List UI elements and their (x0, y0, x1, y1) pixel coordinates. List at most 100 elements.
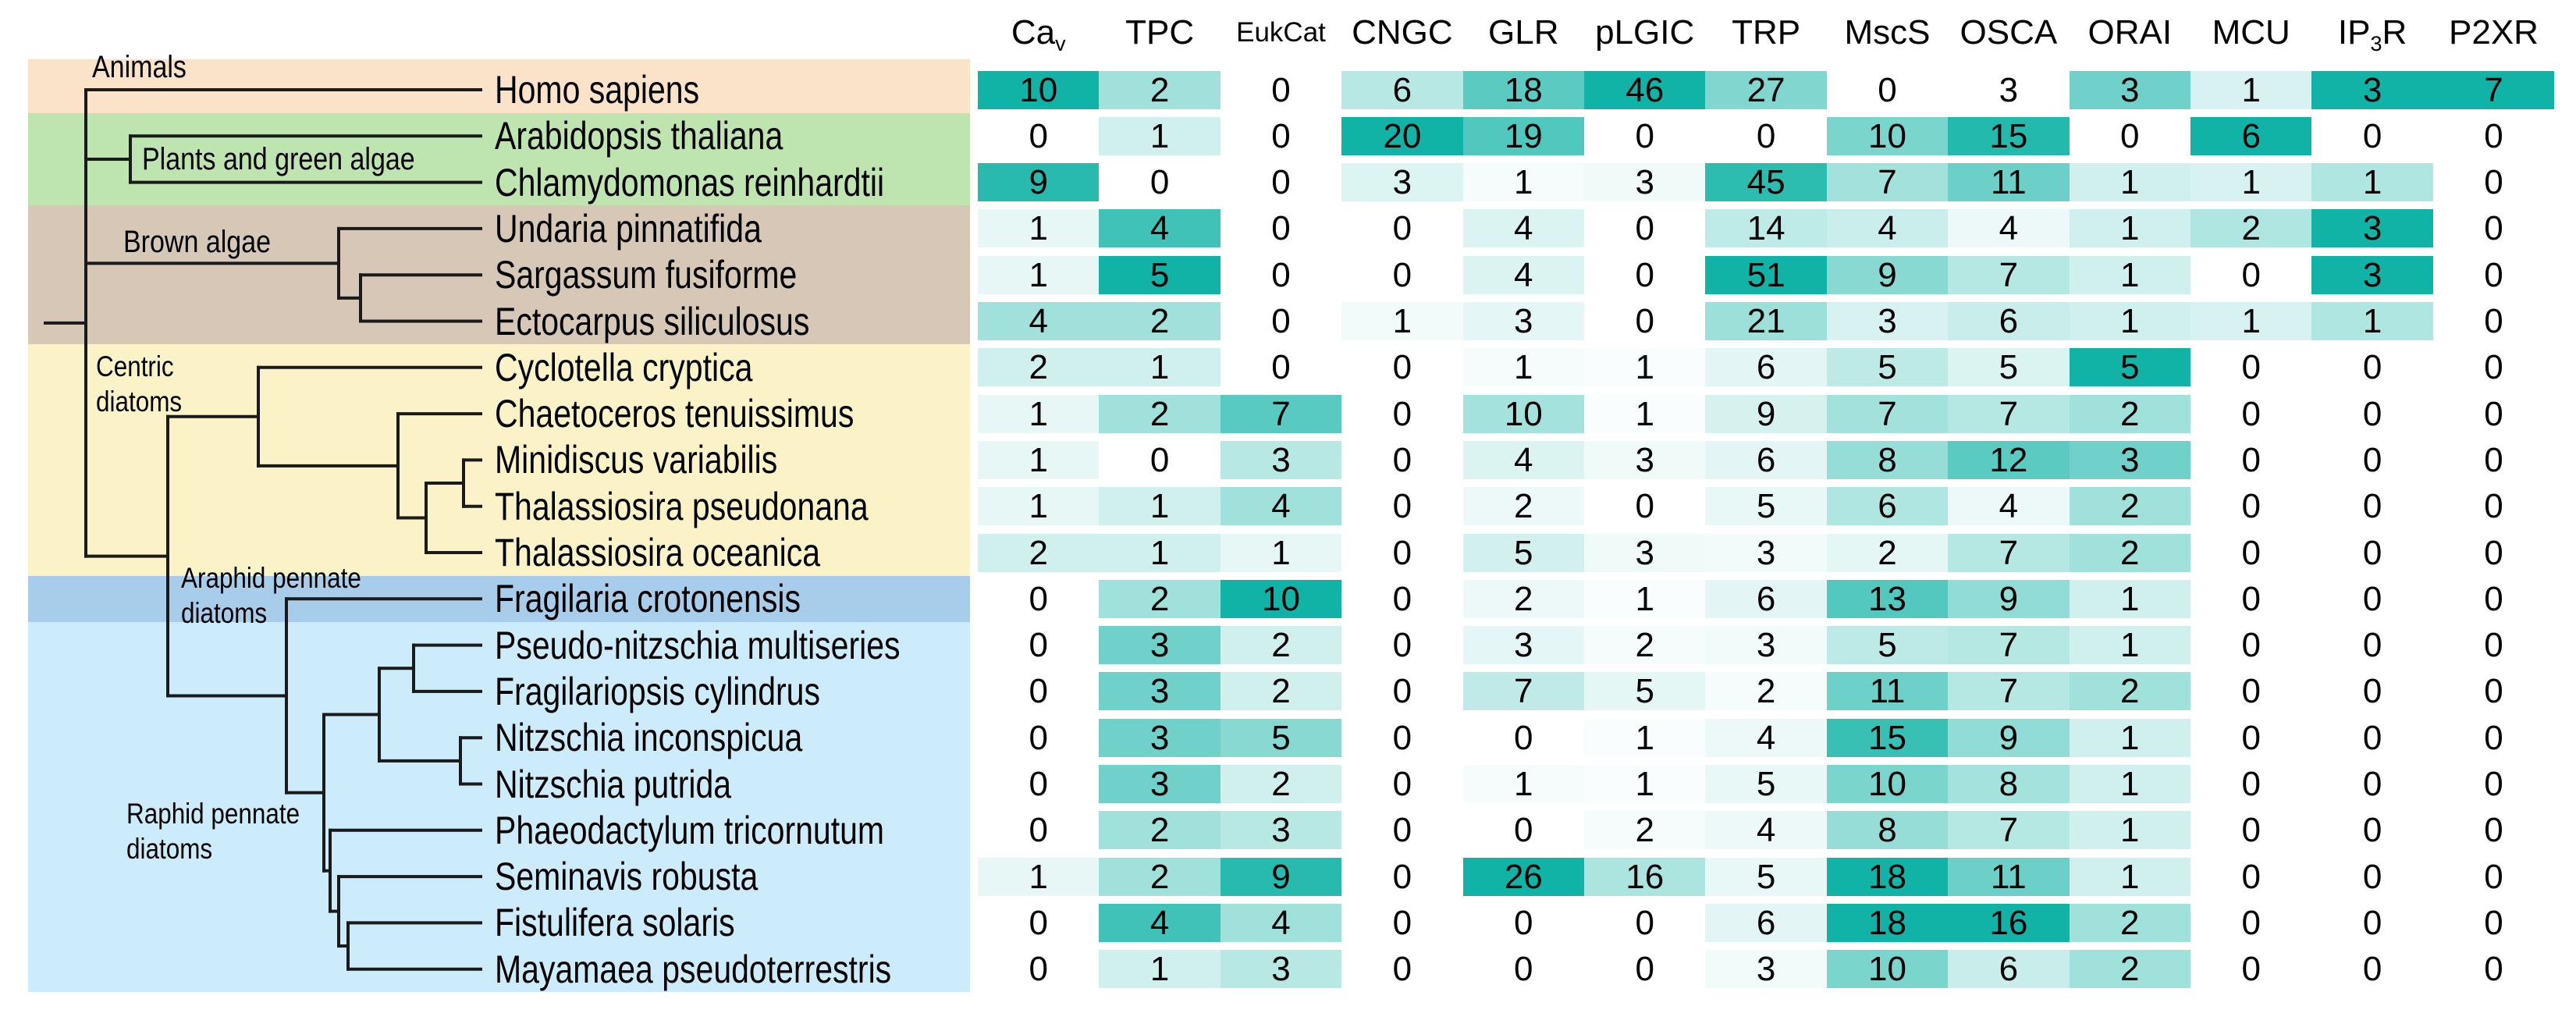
heatmap-cell: 0 (1271, 302, 1291, 340)
heatmap-cell: 6 (1705, 440, 1827, 479)
heatmap-cell: 0 (2484, 579, 2503, 618)
species-label: Thalassiosira pseudonana (495, 484, 869, 528)
heatmap-cell: 1 (978, 255, 1100, 294)
heatmap-cell: 3 (1341, 163, 1463, 202)
heatmap-cell: 0 (2120, 116, 2140, 155)
heatmap-cell: 0 (1392, 533, 1412, 572)
heatmap-cell: 0 (2484, 811, 2503, 850)
heatmap-cell: 1 (978, 440, 1100, 479)
heatmap-cell: 2 (978, 533, 1100, 572)
heatmap-cell: 0 (2484, 302, 2503, 340)
heatmap-cell: 1 (2069, 765, 2190, 803)
heatmap-cell: 2 (1220, 765, 1342, 803)
heatmap-cell: 3 (1826, 302, 1949, 340)
group-label-line: Animals (92, 50, 187, 84)
heatmap-cell: 1 (2069, 718, 2190, 757)
heatmap-cell: 5 (1705, 487, 1827, 526)
heatmap-cell: 0 (1514, 718, 1533, 757)
heatmap-cell: 2 (1099, 70, 1220, 109)
heatmap-cell: 1 (2190, 70, 2312, 109)
heatmap-cell: 0 (2241, 672, 2261, 711)
heatmap-cell: 1 (978, 487, 1100, 526)
heatmap-cell: 0 (1029, 718, 1048, 757)
heatmap-cell: 0 (2362, 487, 2382, 526)
heatmap-cell: 1 (2069, 811, 2190, 850)
heatmap-cell: 4 (1462, 209, 1584, 248)
heatmap-cell: 4 (1220, 903, 1342, 942)
heatmap-cell: 3 (1220, 950, 1342, 989)
heatmap-cell: 5 (1705, 857, 1827, 896)
heatmap-cell: 5 (1220, 718, 1342, 757)
species-label: Fragilaria crotonensis (495, 577, 801, 621)
species-label: Thalassiosira oceanica (495, 531, 821, 574)
heatmap-cell: 3 (2069, 440, 2190, 479)
heatmap-cell: 3 (2311, 209, 2433, 248)
column-header-MscS: MscS (1844, 13, 1931, 52)
heatmap-cell: 0 (2241, 440, 2261, 479)
heatmap-cell: 0 (1271, 348, 1291, 387)
heatmap-cell: 0 (2362, 903, 2382, 942)
heatmap-cell: 0 (1029, 903, 1048, 942)
heatmap-cell: 0 (2362, 672, 2382, 711)
heatmap-cell: 0 (2241, 765, 2261, 803)
species-label: Ectocarpus siliculosus (495, 299, 810, 343)
heatmap-cell: 0 (1635, 302, 1654, 340)
heatmap-cell: 10 (1220, 579, 1342, 618)
heatmap-cell: 14 (1705, 209, 1827, 248)
heatmap-cell: 0 (2484, 672, 2503, 711)
heatmap-cell: 0 (2362, 950, 2382, 989)
heatmap-cell: 0 (2241, 857, 2261, 896)
heatmap-cell: 5 (1462, 533, 1584, 572)
heatmap-cell: 0 (1635, 903, 1654, 942)
heatmap-cell: 8 (1826, 811, 1949, 850)
heatmap-cell: 27 (1705, 70, 1827, 109)
heatmap-cell: 18 (1462, 70, 1584, 109)
heatmap-cell: 0 (2241, 394, 2261, 433)
heatmap-cell: 0 (1635, 255, 1654, 294)
heatmap-cell: 2 (1220, 626, 1342, 665)
heatmap-cell: 0 (1271, 209, 1291, 248)
heatmap-cell: 5 (1826, 348, 1949, 387)
heatmap-cell: 18 (1826, 903, 1949, 942)
group-band-2 (28, 205, 970, 345)
heatmap-cell: 0 (2484, 209, 2503, 248)
heatmap-cell: 2 (1099, 579, 1220, 618)
header-subscript: v (1055, 32, 1066, 55)
heatmap-cell: 21 (1705, 302, 1827, 340)
heatmap-cell: 10 (978, 70, 1100, 109)
heatmap-cell: 0 (2484, 348, 2503, 387)
heatmap-cell: 0 (1271, 255, 1291, 294)
heatmap-cell: 4 (1462, 440, 1584, 479)
heatmap-cell: 2 (1462, 487, 1584, 526)
heatmap-cell: 7 (1826, 163, 1949, 202)
heatmap-cell: 1 (1099, 348, 1220, 387)
heatmap-cell: 0 (2484, 950, 2503, 989)
species-label: Phaeodactylum tricornutum (495, 808, 885, 852)
column-header-Cav: Cav (1011, 13, 1066, 55)
heatmap-cell: 0 (2362, 440, 2382, 479)
species-label: Fistulifera solaris (495, 901, 735, 945)
phylogenetic-tree (44, 88, 482, 971)
group-label-line: diatoms (126, 833, 213, 865)
group-band-4 (28, 575, 970, 622)
heatmap-cell: 0 (2362, 626, 2382, 665)
group-band-5 (28, 621, 970, 993)
heatmap-cell: 1 (1584, 719, 1705, 757)
heatmap-cell: 1 (1584, 348, 1705, 386)
heatmap-cell: 0 (2484, 394, 2503, 433)
heatmap-cell: 0 (1514, 811, 1533, 850)
species-label: Cyclotella cryptica (495, 345, 753, 389)
heatmap-cell: 26 (1462, 857, 1584, 896)
heatmap-cell: 45 (1705, 163, 1827, 202)
heatmap-cell: 6 (1705, 348, 1827, 387)
heatmap-cell: 0 (2362, 765, 2382, 803)
heatmap-cell: 2 (1099, 394, 1220, 433)
heatmap-cell: 7 (1948, 533, 2070, 572)
heatmap-cell: 0 (1392, 255, 1412, 294)
heatmap-cell: 0 (2484, 718, 2503, 757)
heatmap-cell: 1 (1099, 950, 1220, 989)
heatmap-cell: 0 (2484, 440, 2503, 479)
heatmap-cell: 2 (2069, 487, 2190, 526)
heatmap-cell: 0 (1392, 903, 1412, 942)
heatmap-cell: 0 (2484, 163, 2503, 202)
